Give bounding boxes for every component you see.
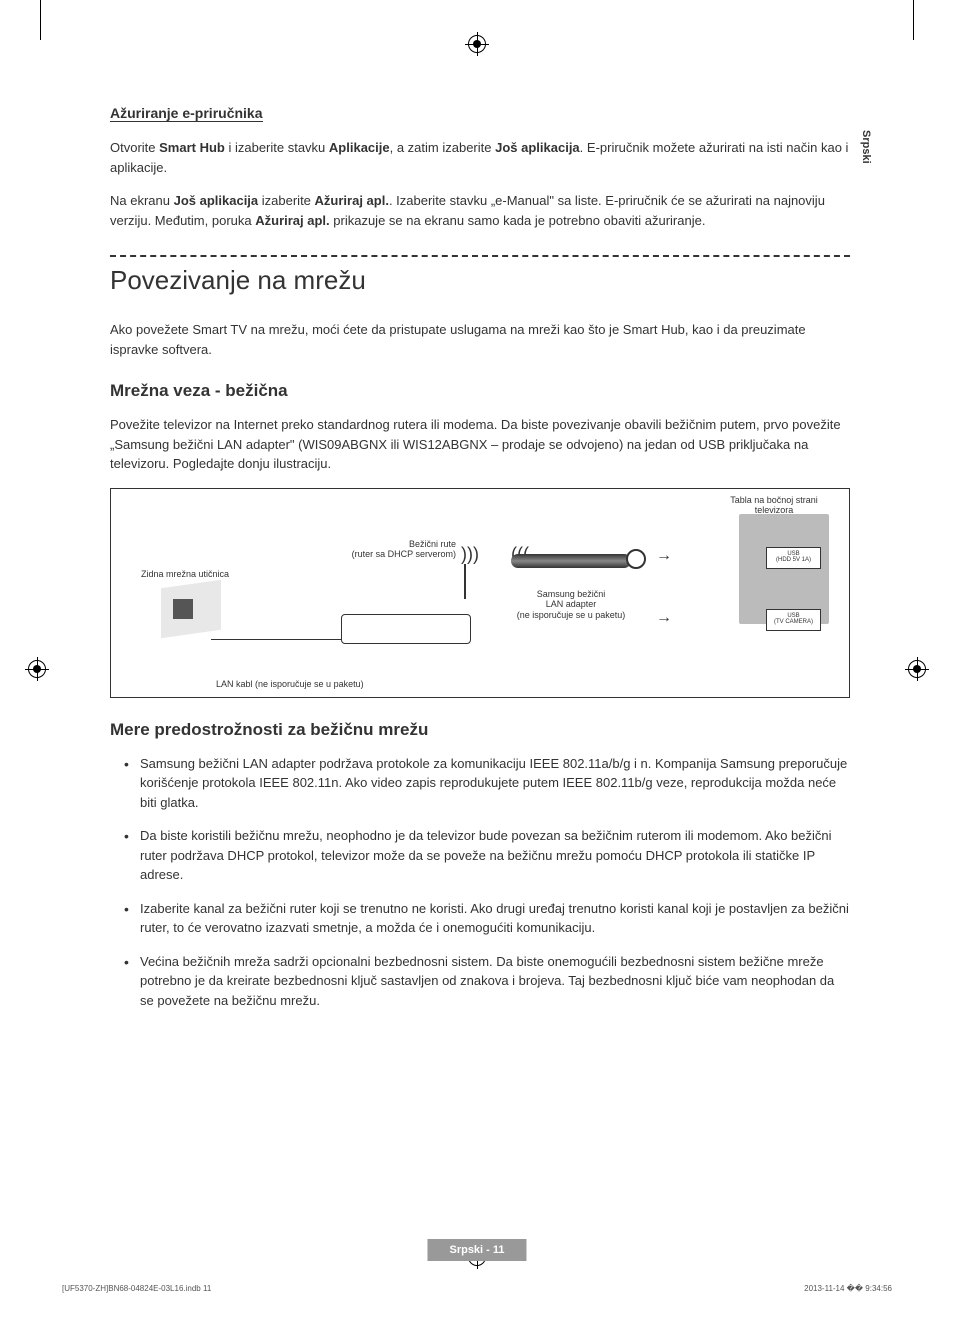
lan-cable-icon [211, 639, 361, 640]
text-bold: Još aplikacija [174, 193, 259, 208]
update-manual-heading: Ažuriranje e-priručnika [110, 105, 263, 122]
precautions-list: Samsung bežični LAN adapter podržava pro… [110, 754, 850, 1011]
text: i izaberite stavku [225, 140, 329, 155]
network-diagram: Tabla na bočnoj strani televizora Bežičn… [110, 488, 850, 698]
crop-mark [913, 0, 914, 40]
update-manual-p1: Otvorite Smart Hub i izaberite stavku Ap… [110, 138, 850, 177]
network-connection-title: Povezivanje na mrežu [110, 255, 850, 296]
list-item: Većina bežičnih mreža sadrži opcionalni … [110, 952, 850, 1011]
text-bold: Ažuriraj apl. [315, 193, 389, 208]
list-item: Da biste koristili bežičnu mrežu, neopho… [110, 826, 850, 885]
list-item: Izaberite kanal za bežični ruter koji se… [110, 899, 850, 938]
crop-mark [40, 0, 41, 40]
text: Otvorite [110, 140, 159, 155]
text: prikazuje se na ekranu samo kada je potr… [330, 213, 706, 228]
footer-filename: [UF5370-ZH]BN68-04824E-03L16.indb 11 [62, 1284, 211, 1293]
registration-mark-icon [468, 35, 486, 53]
network-intro: Ako povežete Smart TV na mrežu, moći ćet… [110, 320, 850, 359]
lan-label: LAN kabl (ne isporučuje se u paketu) [216, 679, 364, 690]
router-label: Bežični rute (ruter sa DHCP serverom) [326, 539, 456, 561]
registration-mark-icon [28, 660, 46, 678]
arrow-icon: → [656, 609, 672, 627]
tv-side-panel-icon [739, 514, 829, 624]
wireless-heading: Mrežna veza - bežična [110, 381, 850, 401]
wireless-body: Povežite televizor na Internet preko sta… [110, 415, 850, 474]
update-manual-p2: Na ekranu Još aplikacija izaberite Ažuri… [110, 191, 850, 230]
dongle-connector-icon [626, 549, 646, 569]
text-bold: Smart Hub [159, 140, 225, 155]
text-bold: Još aplikacija [495, 140, 580, 155]
language-tab: Srpski [860, 130, 872, 164]
usb-port-1: USB (HDD 5V 1A) [766, 547, 821, 569]
usb-port-2: USB (TV CAMERA) [766, 609, 821, 631]
text-bold: Aplikacije [329, 140, 390, 155]
dongle-label: Samsung bežični LAN adapter (ne isporuču… [501, 589, 641, 621]
precautions-heading: Mere predostrožnosti za bežičnu mrežu [110, 720, 850, 740]
socket-port-icon [173, 599, 193, 619]
list-item: Samsung bežični LAN adapter podržava pro… [110, 754, 850, 813]
signal-out-icon: ))) [461, 544, 479, 565]
text: , a zatim izaberite [390, 140, 496, 155]
router-icon [341, 594, 481, 644]
page-content: Ažuriranje e-priručnika Otvorite Smart H… [110, 105, 850, 1024]
arrow-icon: → [656, 547, 672, 565]
wall-label: Zidna mrežna utičnica [141, 569, 229, 580]
tv-panel-label: Tabla na bočnoj strani televizora [724, 495, 824, 517]
footer-timestamp: 2013-11-14 �� 9:34:56 [804, 1284, 892, 1293]
text: Na ekranu [110, 193, 174, 208]
text-bold: Ažuriraj apl. [255, 213, 329, 228]
page-number: Srpski - 11 [427, 1239, 526, 1261]
registration-mark-icon [908, 660, 926, 678]
text: izaberite [258, 193, 314, 208]
wifi-dongle-icon [511, 554, 631, 568]
